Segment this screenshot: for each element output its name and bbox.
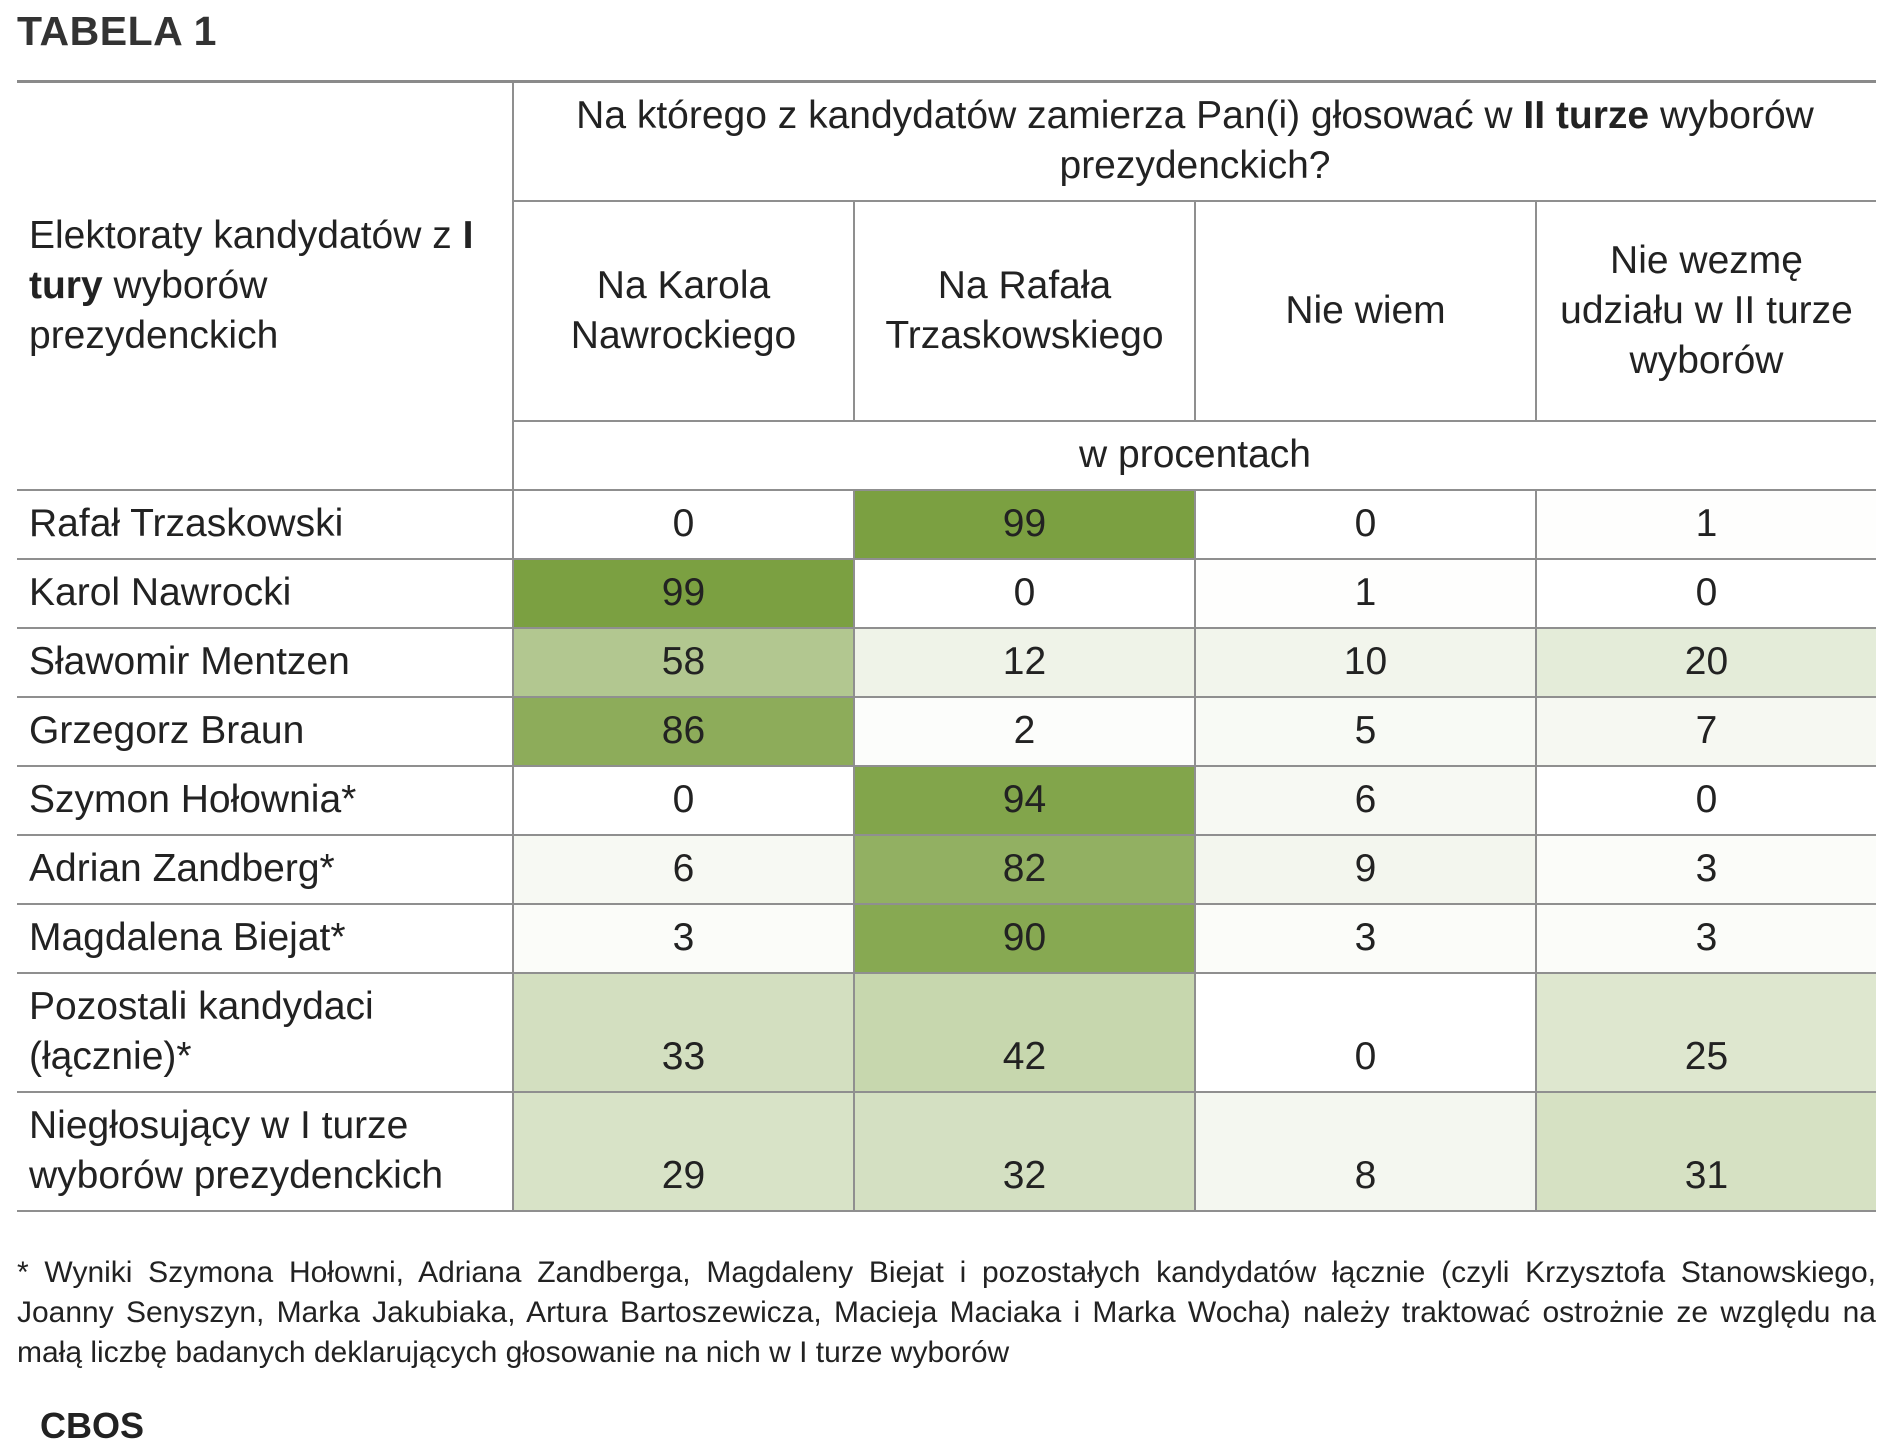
column-header: Nie wezmę udziału w II turze wyborów — [1535, 200, 1876, 422]
value-cell: 58 — [512, 627, 854, 698]
row-label: Sławomir Mentzen — [17, 627, 513, 698]
table-row: Adrian Zandberg* 6 82 9 3 — [17, 834, 1876, 905]
footnote: * Wyniki Szymona Hołowni, Adriana Zandbe… — [17, 1256, 1876, 1369]
value-cell: 0 — [1535, 558, 1876, 629]
table-row: Magdalena Biejat* 3 90 3 3 — [17, 903, 1876, 974]
table-row: Pozostali kandydaci (łącznie)* 33 42 0 25 — [17, 972, 1876, 1093]
column-header: Na Karola Nawrockiego — [512, 200, 854, 422]
value-cell: 12 — [853, 627, 1195, 698]
row-label: Pozostali kandydaci (łącznie)* — [17, 972, 513, 1093]
value-cell: 7 — [1535, 696, 1876, 767]
value-cell: 9 — [1194, 834, 1536, 905]
unit-header: w procentach — [512, 420, 1876, 491]
row-header-text: Elektoraty kandydatów z I tury wyborów p… — [29, 213, 474, 357]
value-cell: 29 — [512, 1091, 854, 1212]
table-body: Rafał Trzaskowski 0 99 0 1 Karol Nawrocki 99 0 1… — [17, 489, 1876, 1212]
row-label: Grzegorz Braun — [17, 696, 513, 767]
value-cell: 10 — [1194, 627, 1536, 698]
value-cell: 0 — [1194, 972, 1536, 1093]
row-label: Karol Nawrocki — [17, 558, 513, 629]
value-cell: 0 — [853, 558, 1195, 629]
value-cell: 82 — [853, 834, 1195, 905]
column-header: Nie wiem — [1194, 200, 1536, 422]
table-row: Grzegorz Braun 86 2 5 7 — [17, 696, 1876, 767]
question-header: Na którego z kandydatów zamierza Pan(i) … — [512, 80, 1876, 202]
value-cell: 0 — [512, 765, 854, 836]
source-label: CBOS — [40, 1405, 145, 1446]
table-row: Szymon Hołownia* 0 94 6 0 — [17, 765, 1876, 836]
value-cell: 1 — [1535, 489, 1876, 560]
value-cell: 20 — [1535, 627, 1876, 698]
table-row: Karol Nawrocki 99 0 1 0 — [17, 558, 1876, 629]
value-cell: 99 — [853, 489, 1195, 560]
row-label: Niegłosujący w I turze wyborów prezydenc… — [17, 1091, 513, 1212]
value-cell: 99 — [512, 558, 854, 629]
value-cell: 0 — [1194, 489, 1536, 560]
value-cell: 32 — [853, 1091, 1195, 1212]
value-cell: 3 — [1194, 903, 1536, 974]
value-cell: 90 — [853, 903, 1195, 974]
table-row: Sławomir Mentzen 58 12 10 20 — [17, 627, 1876, 698]
row-header-cell: Elektoraty kandydatów z I tury wyborów p… — [17, 80, 513, 491]
value-cell: 6 — [512, 834, 854, 905]
value-cell: 42 — [853, 972, 1195, 1093]
row-label: Adrian Zandberg* — [17, 834, 513, 905]
value-cell: 33 — [512, 972, 854, 1093]
row-label: Magdalena Biejat* — [17, 903, 513, 974]
value-cell: 3 — [1535, 903, 1876, 974]
value-cell: 31 — [1535, 1091, 1876, 1212]
value-cell: 94 — [853, 765, 1195, 836]
column-header-row: Na Karola Nawrockiego Na Rafała Trzaskows… — [17, 200, 1876, 422]
value-cell: 8 — [1194, 1091, 1536, 1212]
value-cell: 2 — [853, 696, 1195, 767]
value-cell: 0 — [512, 489, 854, 560]
value-cell: 5 — [1194, 696, 1536, 767]
table-row: Rafał Trzaskowski 0 99 0 1 — [17, 489, 1876, 560]
table-row: Niegłosujący w I turze wyborów prezydenc… — [17, 1091, 1876, 1212]
value-cell: 3 — [1535, 834, 1876, 905]
column-header: Na Rafała Trzaskowskiego — [853, 200, 1195, 422]
value-cell: 86 — [512, 696, 854, 767]
value-cell: 0 — [1535, 765, 1876, 836]
value-cell: 3 — [512, 903, 854, 974]
row-label: Rafał Trzaskowski — [17, 489, 513, 560]
value-cell: 1 — [1194, 558, 1536, 629]
value-cell: 25 — [1535, 972, 1876, 1093]
table-title: TABELA 1 — [17, 8, 217, 54]
results-table: Elektoraty kandydatów z I tury wyborów p… — [17, 80, 1876, 1212]
value-cell: 6 — [1194, 765, 1536, 836]
row-label: Szymon Hołownia* — [17, 765, 513, 836]
